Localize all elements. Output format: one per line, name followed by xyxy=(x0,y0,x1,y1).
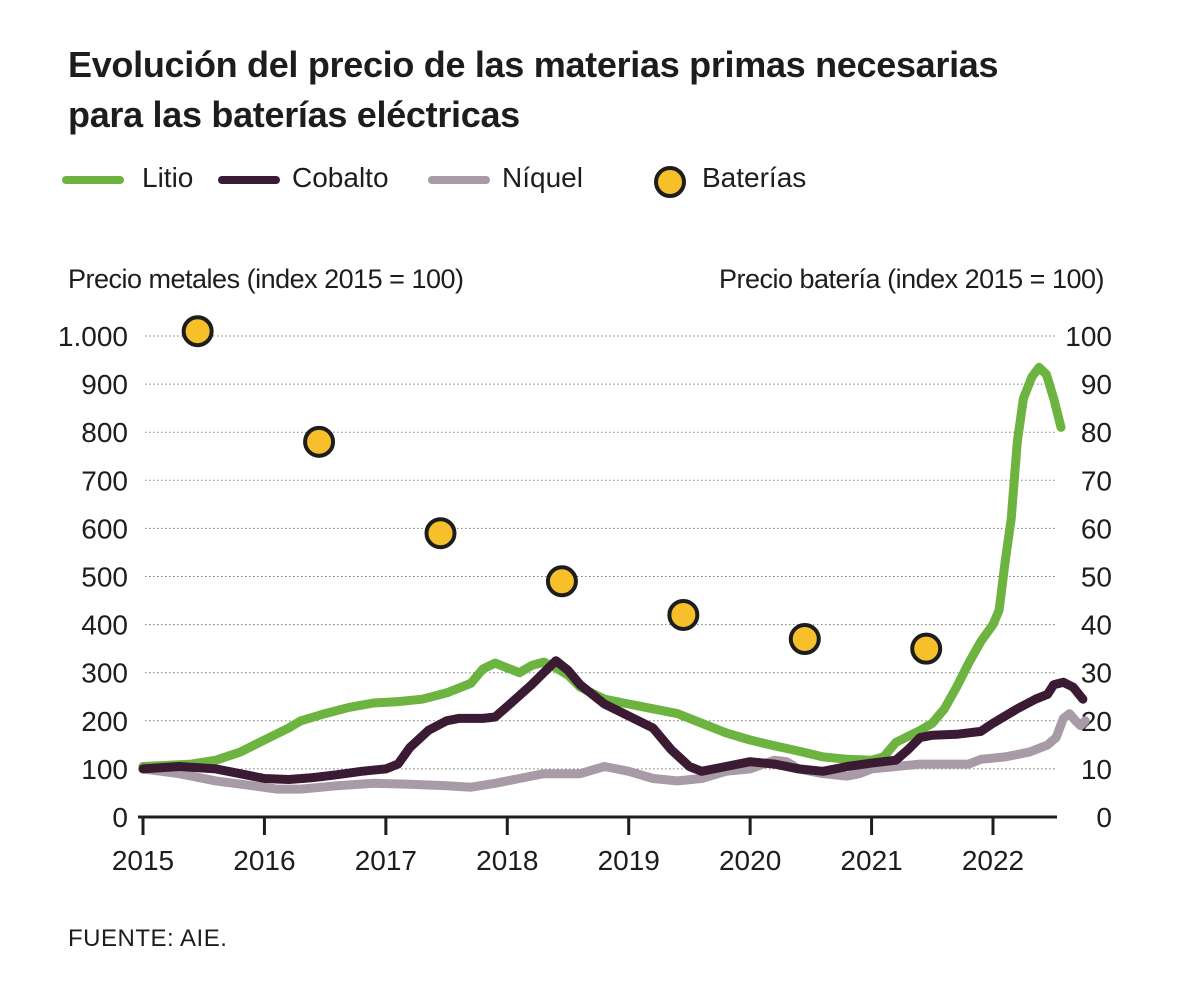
chart-title: Evolución del precio de las materias pri… xyxy=(68,40,1168,140)
battery-point xyxy=(424,517,457,550)
legend-label-niquel: Níquel xyxy=(502,162,583,193)
y-right-tick-label: 70 xyxy=(1081,465,1112,496)
legend-swatch-cobalto xyxy=(218,176,280,184)
y-left-tick-label: 800 xyxy=(81,417,128,448)
y-left-tick-label: 300 xyxy=(81,658,128,689)
y-left-tick-label: 700 xyxy=(81,465,128,496)
x-tick-label: 2022 xyxy=(962,845,1024,876)
chart-title-line-1: Evolución del precio de las materias pri… xyxy=(68,44,999,85)
y-left-tick-label: 200 xyxy=(81,706,128,737)
y-right-tick-label: 40 xyxy=(1081,610,1112,641)
y-left-tick-label: 500 xyxy=(81,562,128,593)
source-note: FUENTE: AIE. xyxy=(68,925,228,952)
x-tick-label: 2017 xyxy=(355,845,417,876)
series-line-niquel xyxy=(138,709,1090,794)
legend: Litio Cobalto Níquel Baterías xyxy=(62,158,962,198)
y-right-tick-label: 30 xyxy=(1081,658,1112,689)
x-tick-label: 2019 xyxy=(598,845,660,876)
chart-title-line-2: para las baterías eléctricas xyxy=(68,94,520,135)
x-tick-label: 2018 xyxy=(476,845,538,876)
legend-label-baterias: Baterías xyxy=(702,162,807,193)
x-tick-label: 2016 xyxy=(233,845,295,876)
y-right-tick-label: 0 xyxy=(1096,802,1112,833)
y-left-tick-label: 400 xyxy=(81,610,128,641)
battery-point xyxy=(788,623,821,656)
y-right-tick-label: 50 xyxy=(1081,562,1112,593)
y-right-tick-label: 90 xyxy=(1081,369,1112,400)
battery-point xyxy=(910,632,943,665)
y-left-tick-label: 100 xyxy=(81,754,128,785)
y-right-tick-label: 100 xyxy=(1065,321,1112,352)
legend-swatch-litio xyxy=(62,176,124,184)
battery-points xyxy=(181,315,943,665)
battery-point xyxy=(667,598,700,631)
battery-point xyxy=(303,425,336,458)
y-left-tick-label: 900 xyxy=(81,369,128,400)
series-line-cobalto xyxy=(138,656,1088,784)
legend-swatch-niquel xyxy=(428,176,490,184)
battery-point xyxy=(545,565,578,598)
x-tick-label: 2021 xyxy=(840,845,902,876)
y-right-tick-label: 10 xyxy=(1081,754,1112,785)
y-right-tick-label: 60 xyxy=(1081,513,1112,544)
series-line-litio xyxy=(138,362,1066,771)
y-axis-right-title: Precio batería (index 2015 = 100) xyxy=(718,264,1105,294)
legend-label-cobalto: Cobalto xyxy=(292,162,389,193)
legend-label-litio: Litio xyxy=(142,162,194,193)
axis-ticks: 2015 2016 2017 2018 2019 2020 2021 202201002003… xyxy=(58,321,1112,876)
y-left-tick-label: 600 xyxy=(81,513,128,544)
x-tick-label: 2020 xyxy=(719,845,781,876)
y-axis-left-title: Precio metales (index 2015 = 100) xyxy=(68,264,464,294)
series-lines xyxy=(138,362,1090,794)
y-right-tick-label: 80 xyxy=(1081,417,1112,448)
y-left-tick-label: 1.000 xyxy=(58,321,128,352)
y-left-tick-label: 0 xyxy=(112,802,128,833)
x-tick-label: 2015 xyxy=(112,845,174,876)
legend-dot-baterias xyxy=(654,166,686,198)
battery-point xyxy=(181,315,214,348)
